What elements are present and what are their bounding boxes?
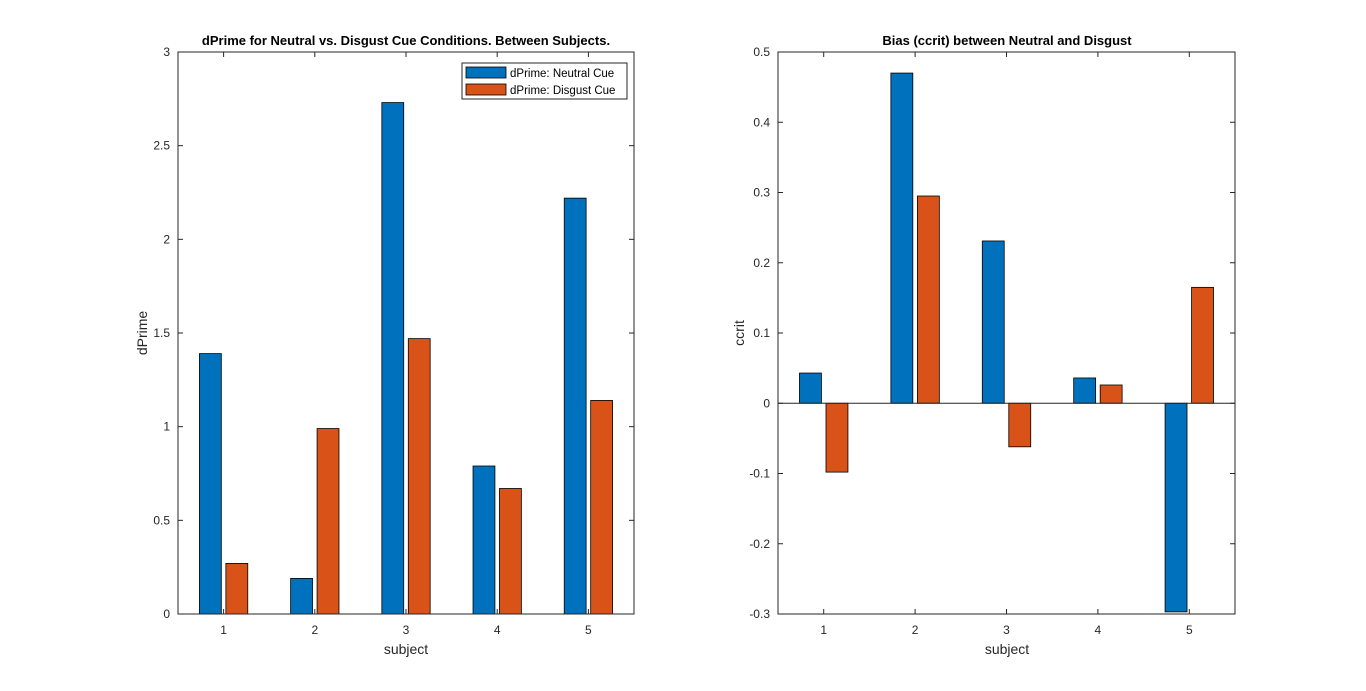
legend-label-disgust: dPrime: Disgust Cue (510, 85, 615, 97)
bias-bar-s2-subject-1 (825, 402, 849, 473)
dprime-y-ticks: 0 0.5 1 1.5 2 2.5 3 (153, 45, 634, 621)
dprime-legend: dPrime: Neutral Cue dPrime: Disgust Cue (461, 62, 628, 100)
dprime-bar-s1-subject-1 (199, 353, 222, 615)
bias-bar-s2-subject-2 (916, 195, 940, 404)
bias-bars (799, 72, 1214, 613)
dprime-y-tick-label: 3 (163, 45, 170, 59)
bias-bar-s1-subject-4 (1073, 377, 1097, 404)
dprime-bar-s2-subject-2 (316, 428, 340, 615)
dprime-bar-s2-subject-1 (225, 563, 249, 615)
bias-y-tick-label: -0.3 (749, 607, 770, 621)
dprime-bars (199, 102, 613, 615)
bias-y-tick-label: -0.2 (749, 537, 770, 551)
dprime-x-tick-label: 4 (494, 623, 501, 637)
bias-bar-s2-subject-5 (1191, 286, 1214, 404)
bias-x-tick-label: 1 (820, 623, 827, 637)
dprime-y-tick-label: 2 (163, 232, 170, 246)
bias-y-tick-label: 0.4 (753, 115, 770, 129)
dprime-y-tick-label: 0.5 (153, 513, 170, 527)
dprime-y-axis-label: dPrime (134, 311, 150, 356)
bias-chart-title: Bias (ccrit) between Neutral and Disgust (882, 33, 1132, 48)
bias-y-tick-label: 0 (763, 396, 770, 410)
dprime-x-tick-label: 1 (220, 623, 227, 637)
bias-y-tick-label: 0.2 (753, 256, 770, 270)
bias-bar-s1-subject-2 (890, 72, 914, 404)
bias-y-tick-label: 0.1 (753, 326, 770, 340)
bias-y-tick-label: 0.3 (753, 186, 770, 200)
dprime-x-tick-label: 2 (311, 623, 318, 637)
dprime-x-ticks: 1 2 3 4 5 (220, 52, 592, 637)
dprime-chart: dPrime for Neutral vs. Disgust Cue Condi… (134, 33, 635, 657)
dprime-bar-s2-subject-3 (407, 338, 431, 615)
legend-swatch-neutral (465, 66, 507, 79)
dprime-bar-s2-subject-4 (499, 488, 522, 615)
dprime-chart-title: dPrime for Neutral vs. Disgust Cue Condi… (202, 33, 610, 48)
bias-bar-s1-subject-5 (1164, 402, 1188, 613)
bias-x-tick-label: 5 (1186, 623, 1193, 637)
dprime-bar-s1-subject-4 (472, 465, 496, 615)
dprime-x-tick-label: 3 (403, 623, 410, 637)
bias-bar-s1-subject-3 (981, 240, 1005, 404)
bias-x-ticks: 1 2 3 4 5 (820, 52, 1193, 637)
bias-x-tick-label: 4 (1095, 623, 1102, 637)
legend-swatch-disgust (465, 83, 507, 96)
bias-y-tick-label: -0.1 (749, 467, 770, 481)
bias-x-axis-label: subject (985, 641, 1029, 657)
bias-bar-s1-subject-1 (799, 372, 822, 404)
bias-x-tick-label: 3 (1003, 623, 1010, 637)
dprime-y-tick-label: 1.5 (153, 326, 170, 340)
dprime-bar-s1-subject-2 (290, 578, 313, 615)
bias-x-tick-label: 2 (912, 623, 919, 637)
bias-bar-s2-subject-4 (1099, 384, 1123, 404)
bias-chart: Bias (ccrit) between Neutral and Disgust… (731, 33, 1236, 657)
dprime-bar-s1-subject-3 (381, 102, 405, 615)
bias-y-tick-label: 0.5 (753, 45, 770, 59)
dprime-x-tick-label: 5 (585, 623, 592, 637)
dprime-y-tick-label: 0 (163, 607, 170, 621)
dprime-bar-s2-subject-5 (590, 400, 613, 615)
dprime-x-axis-label: subject (384, 641, 428, 657)
bias-y-ticks: -0.3 -0.2 -0.1 0 0.1 0.2 0.3 0.4 0.5 (749, 45, 1235, 621)
bias-y-axis-label: ccrit (731, 320, 747, 346)
dprime-y-tick-label: 1 (163, 420, 170, 434)
dprime-y-tick-label: 2.5 (153, 139, 170, 153)
legend-label-neutral: dPrime: Neutral Cue (510, 68, 614, 80)
dprime-bar-s1-subject-5 (563, 197, 587, 615)
bias-bar-s2-subject-3 (1008, 402, 1032, 448)
